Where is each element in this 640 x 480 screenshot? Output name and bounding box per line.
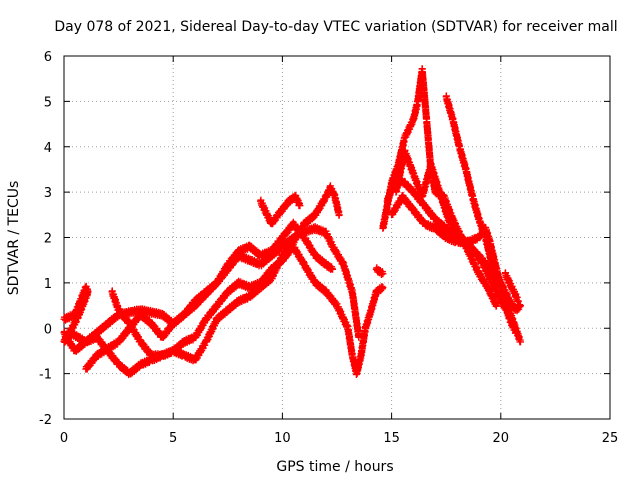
point-markers (442, 92, 524, 315)
y-tick-label: 6 (44, 50, 52, 65)
series-track-3 (60, 241, 387, 379)
series-track-2 (82, 218, 337, 373)
x-tick-label: 5 (169, 431, 177, 446)
point-markers (392, 146, 513, 320)
y-axis-label: SDTVAR / TECUs (6, 181, 22, 296)
y-tick-label: 2 (44, 232, 52, 247)
y-axis-ticks: -2 -1 0 1 2 3 4 5 6 (39, 50, 610, 428)
series-track-10 (392, 146, 513, 320)
x-tick-label: 20 (493, 431, 510, 446)
x-tick-label: 25 (602, 431, 619, 446)
point-markers (501, 269, 522, 305)
x-tick-label: 10 (274, 431, 291, 446)
point-markers (60, 241, 387, 379)
point-markers (82, 218, 337, 373)
x-axis-label: GPS time / hours (276, 459, 393, 475)
series-track-12 (501, 269, 522, 305)
y-tick-label: 5 (44, 95, 52, 110)
series-track-5 (257, 191, 304, 228)
series-track-11 (442, 92, 524, 315)
y-tick-label: 3 (44, 186, 52, 201)
y-tick-label: 1 (44, 277, 52, 292)
point-markers (108, 182, 343, 365)
y-tick-label: -1 (39, 368, 52, 383)
point-markers (372, 264, 387, 278)
y-tick-label: -2 (39, 413, 52, 428)
chart-title: Day 078 of 2021, Sidereal Day-to-day VTE… (54, 19, 617, 35)
x-axis-ticks: 0 5 10 15 20 25 (60, 56, 618, 446)
grid (64, 56, 610, 419)
x-tick-label: 0 (60, 431, 68, 446)
data-points (60, 65, 524, 379)
y-tick-label: 0 (44, 322, 52, 337)
y-tick-label: 4 (44, 141, 52, 156)
series-track-4 (108, 182, 343, 365)
x-tick-label: 15 (383, 431, 400, 446)
series-track-6 (372, 264, 387, 278)
point-markers (257, 191, 304, 228)
